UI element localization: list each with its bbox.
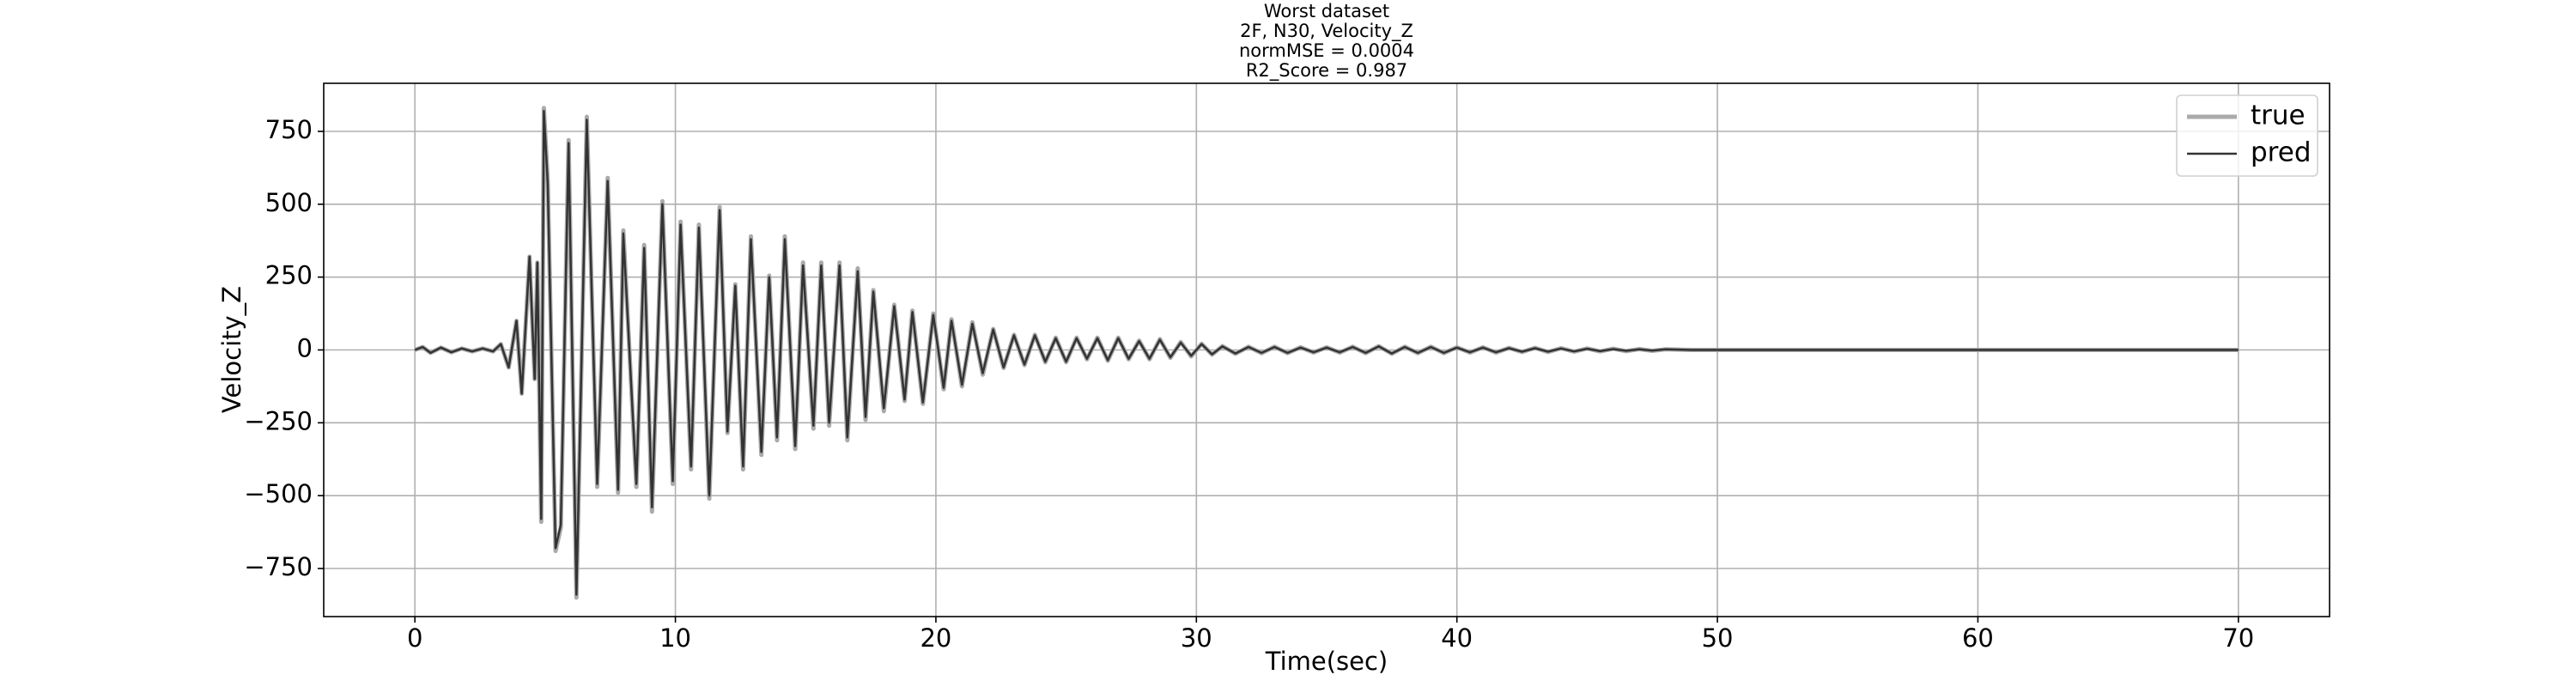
y-tick-label: −500 [244,479,313,508]
y-tick-label: 750 [265,115,313,144]
x-axis-label: Time(sec) [1265,647,1388,676]
chart-title: 2F, N30, Velocity_Z [1240,21,1413,42]
y-axis-label: Velocity_Z [217,286,246,413]
y-tick-label: 250 [265,261,313,290]
chart-title: Worst dataset [1264,1,1389,21]
x-tick-label: 40 [1441,623,1473,653]
x-tick-label: 20 [920,623,951,653]
x-tick-label: 60 [1962,623,1994,653]
x-tick-label: 0 [407,623,422,653]
axes-frame [323,82,2330,617]
y-tick-label: 0 [297,334,313,363]
y-tick-label: −250 [244,406,313,435]
legend-label: pred [2251,137,2312,168]
y-tick-label: 500 [265,188,313,217]
chart-title: R2_Score = 0.987 [1246,60,1407,82]
data-line [414,109,2239,596]
chart-title: normMSE = 0.0004 [1239,40,1414,61]
y-tick-label: −750 [244,552,313,581]
data-line [414,106,2239,600]
legend-label: true [2251,100,2306,131]
x-tick-label: 30 [1181,623,1212,653]
x-tick-label: 70 [2222,623,2254,653]
legend: true pred [2176,94,2318,177]
x-tick-label: 10 [659,623,691,653]
x-tick-label: 50 [1702,623,1734,653]
